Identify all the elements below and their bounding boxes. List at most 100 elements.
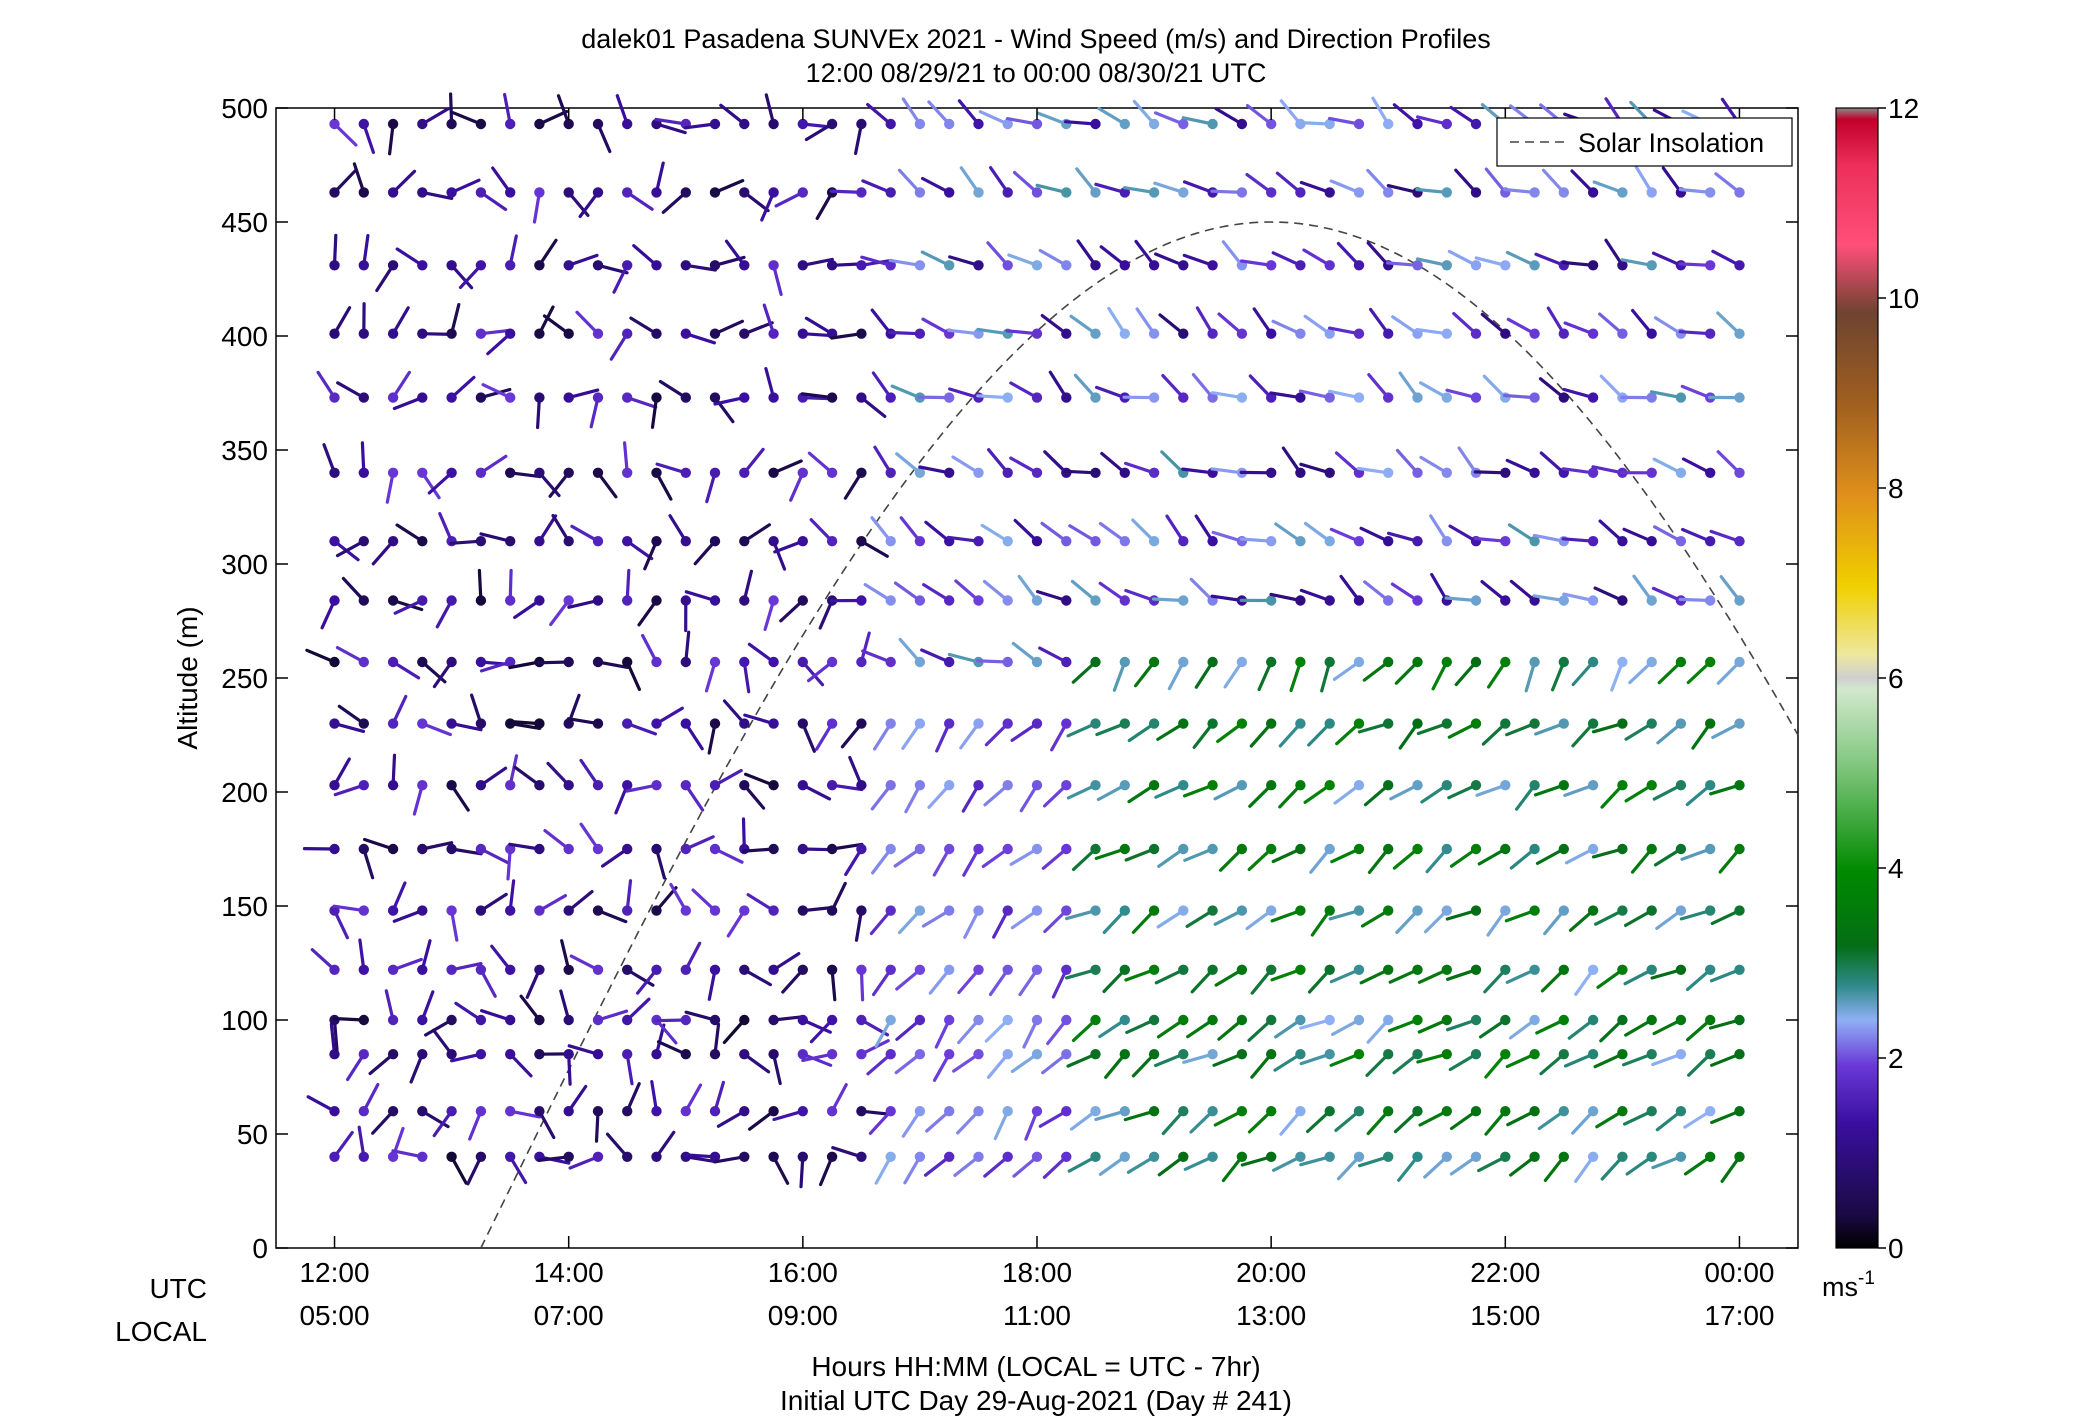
wind-barb-dot [1207,905,1218,916]
wind-barb-dot [446,467,457,478]
wind-barb-dot [914,1049,926,1060]
wind-barb-dot [680,780,691,791]
wind-barb-dot [1031,328,1043,339]
wind-barb-dot [1295,536,1306,547]
wind-barb-dot [475,718,487,729]
wind-barb-dot [680,964,691,975]
wind-barb-dot [563,1049,574,1060]
wind-barb-dot [1500,260,1511,271]
wind-barb-dot [622,328,633,339]
wind-barb-dot [534,392,545,403]
wind-barb-dot [1061,1049,1072,1060]
wind-barb-dot [709,656,721,668]
wind-barb-dot [1587,964,1599,975]
wind-barb-dot [1090,780,1101,791]
wind-barb-dot [1587,595,1599,606]
wind-barb-dot [592,1151,604,1163]
wind-barb-dot [1529,656,1540,668]
wind-barb-dot [797,1014,808,1026]
wind-barb-dot [739,718,750,729]
wind-barb-dot [446,718,457,729]
y-tick-label: 250 [221,663,268,694]
wind-barb-dot [944,595,955,606]
wind-barb-dot [1441,1014,1453,1026]
wind-barb-dot [1705,536,1716,547]
wind-barb-dot [1061,656,1072,668]
wind-barb-dot [826,718,838,729]
wind-barb-dot [1470,392,1482,403]
wind-barb-dot [1061,905,1072,916]
wind-barb-dot [1324,964,1335,975]
wind-barb-dot [1617,1151,1628,1163]
wind-barb-dot [563,964,574,975]
wind-barb-dot [534,843,545,855]
wind-barb-dot [417,392,428,403]
wind-barb-dot [1470,718,1482,729]
wind-barb-dot [885,905,896,916]
y-tick-label: 500 [221,93,268,124]
wind-barb-dot [768,843,779,855]
wind-barb-dot [1236,1106,1248,1117]
wind-barb-dot [1119,1014,1131,1026]
wind-barb-dot [1500,595,1511,606]
x-tick-label-utc: 20:00 [1236,1257,1306,1288]
wind-barb-dot [1705,1049,1716,1060]
wind-barb-dot [1148,718,1160,729]
wind-barb-dot [709,718,721,729]
wind-barb-dot [358,843,369,855]
wind-barb-dot [1441,964,1453,975]
wind-barb-dot [1383,187,1394,198]
wind-barb-dot [592,467,604,478]
wind-barb-dot [358,1014,369,1026]
wind-barb-dot [1617,1106,1628,1117]
wind-barb-dot [446,118,457,130]
wind-barb-dot [1675,1106,1687,1117]
wind-barb-dot [797,467,808,478]
wind-barb-dot [329,964,340,975]
wind-barb-dot [1353,118,1365,130]
wind-barb-dot [622,656,633,668]
wind-barb-dot [1500,467,1511,478]
wind-barb-dot [1646,467,1657,478]
wind-barb-dot [1324,392,1335,403]
wind-barb-dot [417,1151,428,1163]
colorbar-gradient [1835,107,1879,1249]
wind-barb-dot [651,595,662,606]
wind-barb-dot [1236,656,1248,668]
wind-barb-dot [563,780,574,791]
wind-barb-dot [768,1014,779,1026]
wind-barb-dot [1324,1049,1335,1060]
wind-barb-dot [797,905,808,916]
colorbar-ticks: 0 2 4 6 8 10 12 [1878,93,1919,1264]
wind-barb-dot [1734,595,1745,606]
wind-barb-dot [1090,328,1101,339]
wind-barb-dot [446,187,457,198]
wind-barb-dot [1646,718,1657,729]
wind-barb-dot [680,595,691,606]
wind-barb-dot [534,536,545,547]
wind-barb-dot [1383,1049,1394,1060]
wind-barb-dot [1353,1049,1365,1060]
wind-barb-dot [1412,467,1423,478]
wind-barb-dot [1705,1151,1716,1163]
wind-barb-dot [826,1151,838,1163]
wind-barb-dot [1031,964,1043,975]
wind-barb-dot [797,1049,808,1060]
wind-barb-dot [856,1014,867,1026]
wind-barb-dot [1383,392,1394,403]
wind-barb-dot [1441,392,1453,403]
wind-barb-dot [1266,1106,1277,1117]
wind-barb-dot [1061,536,1072,547]
wind-barb-dot [1383,467,1394,478]
wind-barb-dot [1207,392,1218,403]
wind-barb-dot [1324,328,1335,339]
wind-barb-dot [622,780,633,791]
wind-barb-dot [826,1014,838,1026]
chart-subtitle: 12:00 08/29/21 to 00:00 08/30/21 UTC [806,58,1267,88]
wind-barb-dot [1266,118,1277,130]
plot-area [275,107,1799,1249]
wind-barb-dot [358,905,369,916]
wind-barb-dot [1295,964,1306,975]
wind-barb-dot [563,118,574,130]
wind-barb-dot [973,595,984,606]
